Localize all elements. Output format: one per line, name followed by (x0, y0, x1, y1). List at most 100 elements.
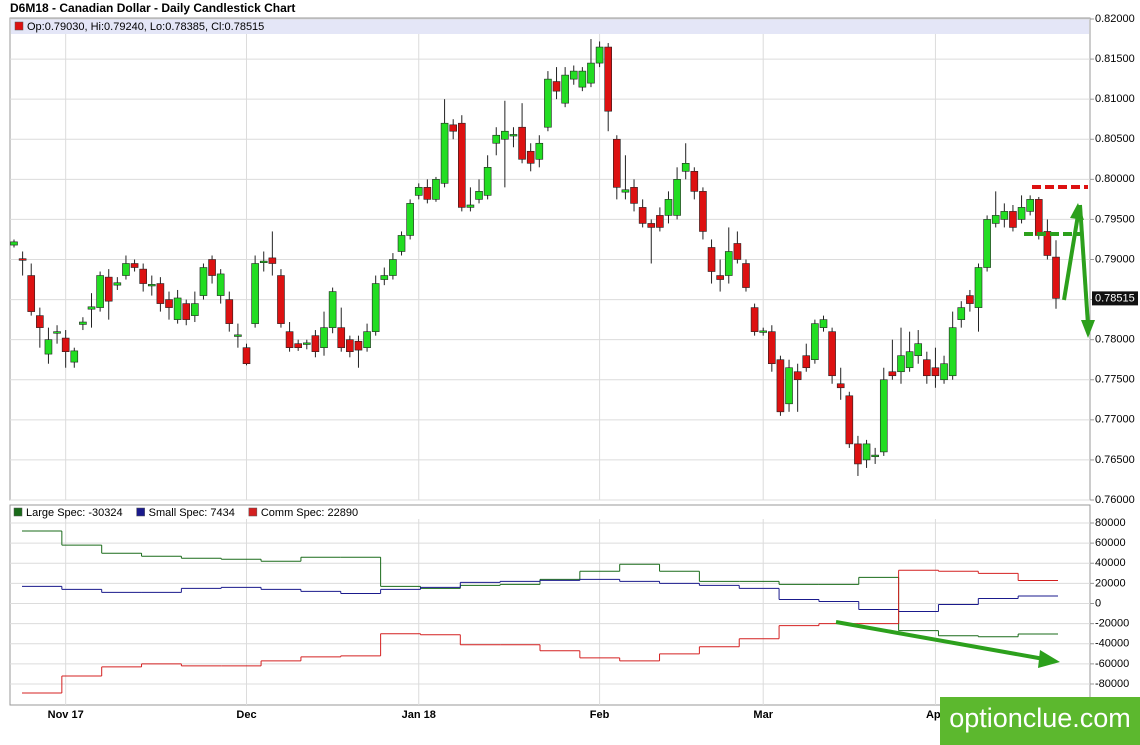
legend-swatch (248, 507, 258, 517)
candle-body (681, 163, 690, 172)
candle-body (983, 219, 991, 268)
watermark-box (940, 697, 1140, 745)
candle-body (277, 275, 285, 324)
y-tick-label: 80000 (1095, 517, 1126, 529)
candle-body (854, 443, 862, 465)
candle-body (595, 46, 604, 64)
candle-body (621, 189, 630, 193)
candle-body (845, 395, 854, 445)
candle-body (225, 299, 234, 324)
y-tick-label: 0.82000 (1095, 13, 1135, 25)
candle-body (604, 46, 612, 112)
arrow-up (1062, 214, 1080, 301)
candle-body (70, 350, 79, 363)
candle-body (587, 62, 595, 84)
candle-body (389, 259, 397, 276)
candle-body (656, 215, 664, 228)
candle-body (354, 340, 363, 351)
legend-label: Large Spec: -30324 (26, 507, 123, 519)
candle-body (130, 263, 139, 268)
candle-body (1052, 256, 1060, 299)
candle-body (406, 203, 414, 236)
candle-body (759, 330, 768, 333)
candle-body (569, 70, 578, 80)
candle-body (768, 331, 776, 365)
candle-body (707, 247, 716, 272)
y-tick-label: -80000 (1095, 678, 1129, 690)
candle-body (862, 443, 871, 461)
candle-body (380, 275, 389, 280)
candle-body (1026, 199, 1034, 212)
candle-body (991, 215, 1000, 224)
candle-body (10, 241, 18, 246)
candle-body (1000, 211, 1009, 220)
y-tick-label: -40000 (1095, 638, 1129, 650)
candle-body (346, 339, 354, 352)
candle-body (793, 371, 802, 381)
candle-body (139, 268, 147, 284)
candle-body (931, 367, 940, 377)
candle-body (147, 284, 156, 287)
candle-body (811, 323, 819, 361)
candle-body (742, 263, 750, 288)
candle-body (518, 126, 526, 160)
candle-body (923, 359, 931, 377)
cot-panel (9, 504, 1091, 706)
y-tick-label: 40000 (1095, 557, 1126, 569)
candle-body (750, 307, 759, 332)
candle-body (87, 306, 96, 310)
candle-body (647, 223, 656, 228)
candle-body (940, 363, 948, 381)
legend-swatch (13, 507, 23, 517)
legend-label: Comm Spec: 22890 (261, 507, 358, 519)
candle-body (440, 122, 449, 184)
candle-body (673, 179, 681, 216)
candle-body (234, 334, 242, 337)
candle-body (724, 251, 733, 276)
arrow-head (1081, 320, 1095, 338)
legend-swatch (136, 507, 145, 517)
candle-body (836, 383, 845, 389)
candle-body (716, 275, 724, 280)
candle-body (544, 78, 552, 128)
candle-body (302, 342, 311, 345)
candle-body (113, 282, 122, 286)
y-tick-label: 60000 (1095, 537, 1126, 549)
y-tick-label: 0.81000 (1095, 93, 1135, 105)
candle-body (888, 371, 897, 377)
y-tick-label: -60000 (1095, 658, 1129, 670)
candle-body (776, 359, 785, 413)
candle-body (53, 331, 61, 334)
y-tick-label: 0.80000 (1095, 173, 1135, 185)
candle-body (432, 179, 440, 200)
candle-body (974, 267, 983, 308)
candle-body (664, 199, 673, 216)
candle-body (897, 355, 905, 373)
candle-body (122, 263, 130, 276)
legend-label: Small Spec: 7434 (149, 507, 235, 519)
candle-body (199, 267, 208, 296)
x-tick-label: Nov 17 (48, 709, 84, 721)
candle-body (914, 343, 923, 356)
candle-body (690, 171, 699, 192)
candle-body (311, 335, 320, 352)
candle-body (44, 339, 53, 355)
candle-body (156, 283, 165, 304)
candle-body (501, 130, 509, 140)
candle-body (414, 187, 423, 196)
candle-body (259, 260, 268, 264)
candle-body (165, 299, 173, 308)
x-tick-label: Feb (590, 709, 610, 721)
last-price-label: 0.78515 (1095, 292, 1135, 304)
candle-body (1034, 199, 1043, 236)
candle-body (268, 257, 277, 264)
candle-body (509, 134, 518, 137)
candle-body (828, 331, 836, 377)
x-tick-label: Dec (236, 709, 256, 721)
candle-body (1043, 231, 1052, 256)
candle-body (613, 138, 621, 188)
annotations (835, 185, 1095, 668)
watermark: optionclue.com (949, 703, 1131, 733)
y-tick-label: 0.80500 (1095, 133, 1135, 145)
legend-bar (11, 506, 1089, 519)
